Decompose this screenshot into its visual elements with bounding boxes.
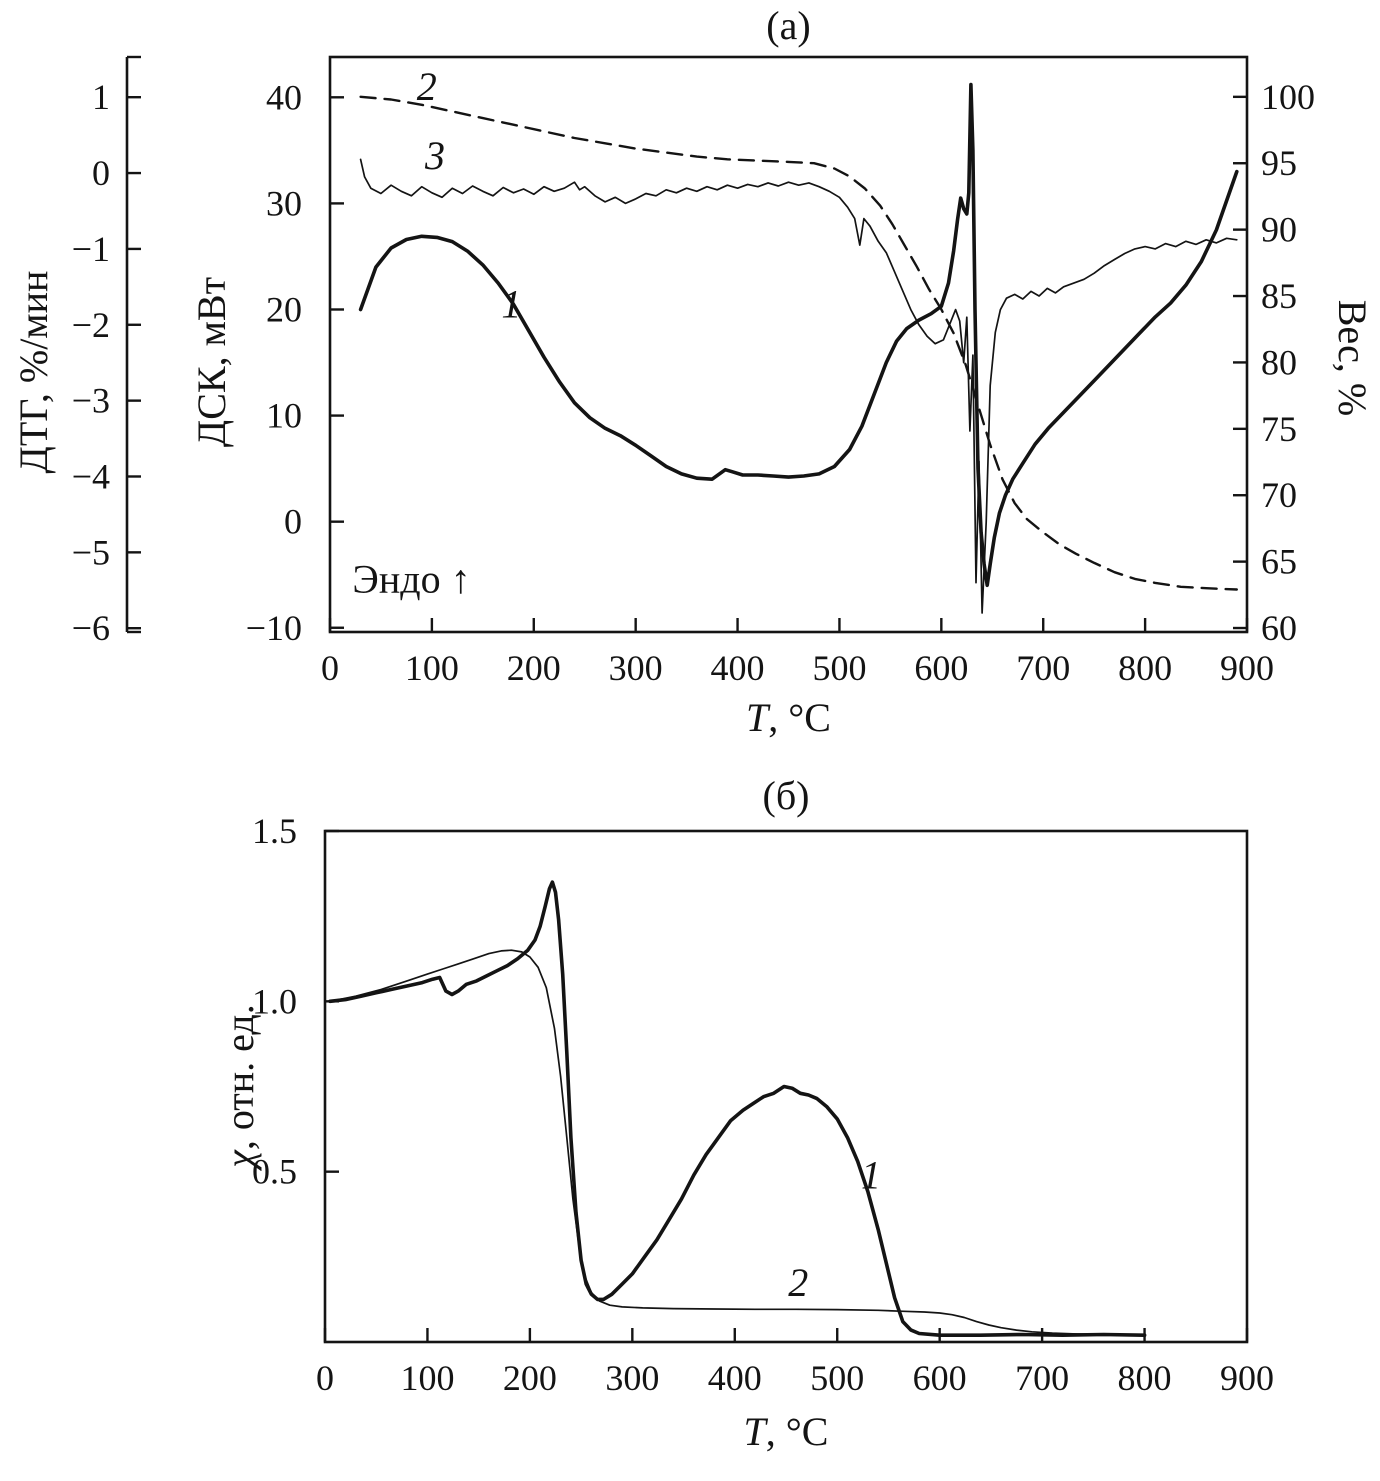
wt-tick-label: 70 (1261, 475, 1297, 515)
dsc-tick-label: 40 (266, 77, 302, 117)
plot-frame (328, 55, 1249, 634)
chi-curve-1 (328, 880, 1147, 1337)
curve-label: 3 (424, 133, 445, 178)
panel-b: 0 100 200 300 400 500 600 700 800 900 1.5 1.0 0.5 1 2 (252, 811, 1274, 1398)
x-tick-label: 400 (711, 648, 765, 688)
dsc-axis-title: ДСК, мВт (189, 276, 234, 448)
curve-label: Эндо ↑ (352, 556, 470, 601)
dtg-tick-label: −2 (72, 305, 110, 345)
x-tick-label: 700 (1015, 1358, 1069, 1398)
x-tick-label: 800 (1118, 648, 1172, 688)
curve-label: 2 (788, 1260, 808, 1305)
x-tick-label: 500 (810, 1358, 864, 1398)
panel-b-title: (б) (762, 773, 810, 818)
x-tick-label: 0 (316, 1358, 334, 1398)
panel-b-xaxis-title: T, °C (325, 1408, 1247, 1455)
dsc-tick-label: 10 (266, 396, 302, 436)
weight-curve (359, 95, 1238, 591)
panel-a-xaxis-title: T, °C (330, 694, 1247, 741)
x-tick-label: 600 (913, 1358, 967, 1398)
plot-frame (323, 829, 1249, 1344)
x-tick-label: 900 (1220, 648, 1274, 688)
dtg-tick-label: −4 (72, 456, 110, 496)
dtg-curve (359, 158, 1238, 614)
dtg-tick-label: 0 (92, 153, 110, 193)
dtg-tick-label: −5 (72, 532, 110, 572)
dtg-tick-label: 1 (92, 77, 110, 117)
wt-tick-label: 100 (1261, 77, 1315, 117)
wt-tick-label: 90 (1261, 210, 1297, 250)
x-tick-label: 300 (605, 1358, 659, 1398)
panel-b-xaxis-unit: , °C (765, 1409, 829, 1454)
curve-label: 2 (417, 64, 437, 109)
x-tick-label: 100 (400, 1358, 454, 1398)
panel-a-title: (а) (766, 3, 811, 48)
weight-axis-title: Вес, % (1330, 299, 1375, 417)
dtg-tick-label: −3 (72, 381, 110, 421)
panel-a-xaxis-symbol: T (746, 695, 769, 740)
chi-curve-2 (329, 949, 1146, 1337)
dsc-tick-label: 0 (284, 502, 302, 542)
dsc-tick-label: 30 (266, 183, 302, 223)
wt-tick-label: 85 (1261, 276, 1297, 316)
dsc-tick-label: −10 (246, 608, 302, 648)
dsc-tick-label: 20 (266, 289, 302, 329)
dsc-curve (358, 82, 1239, 588)
x-tick-label: 700 (1016, 648, 1070, 688)
chi-tick-label: 0.5 (252, 1152, 297, 1192)
curve-label: 1 (501, 282, 521, 327)
panel-a: 0 100 200 300 400 500 600 700 800 90010−1−2−3−4−5… (72, 55, 1315, 688)
chi-axis-unit: , отн. ед. (217, 1004, 262, 1151)
chi-tick-label: 1.5 (252, 811, 297, 851)
wt-tick-label: 80 (1261, 342, 1297, 382)
x-tick-label: 300 (609, 648, 663, 688)
wt-tick-label: 95 (1261, 143, 1297, 183)
curve-label: 1 (861, 1153, 881, 1198)
x-tick-label: 900 (1220, 1358, 1274, 1398)
dtg-axis-title: ДТГ, %/мин (11, 270, 56, 474)
x-tick-label: 400 (708, 1358, 762, 1398)
x-tick-label: 600 (914, 648, 968, 688)
x-tick-label: 0 (321, 648, 339, 688)
x-tick-label: 100 (405, 648, 459, 688)
x-tick-label: 200 (507, 648, 561, 688)
panel-a-xaxis-unit: , °C (768, 695, 831, 740)
chi-axis-title: χ, отн. ед. (217, 906, 262, 1266)
chi-tick-label: 1.0 (252, 981, 297, 1021)
x-tick-label: 800 (1118, 1358, 1172, 1398)
dtg-tick-label: −1 (72, 229, 110, 269)
wt-tick-label: 60 (1261, 608, 1297, 648)
wt-tick-label: 65 (1261, 542, 1297, 582)
chi-axis-symbol: χ (217, 1150, 262, 1168)
x-tick-label: 200 (503, 1358, 557, 1398)
panel-b-xaxis-symbol: T (743, 1409, 766, 1454)
wt-tick-label: 75 (1261, 409, 1297, 449)
dtg-tick-label: −6 (72, 608, 110, 648)
x-tick-label: 500 (812, 648, 866, 688)
